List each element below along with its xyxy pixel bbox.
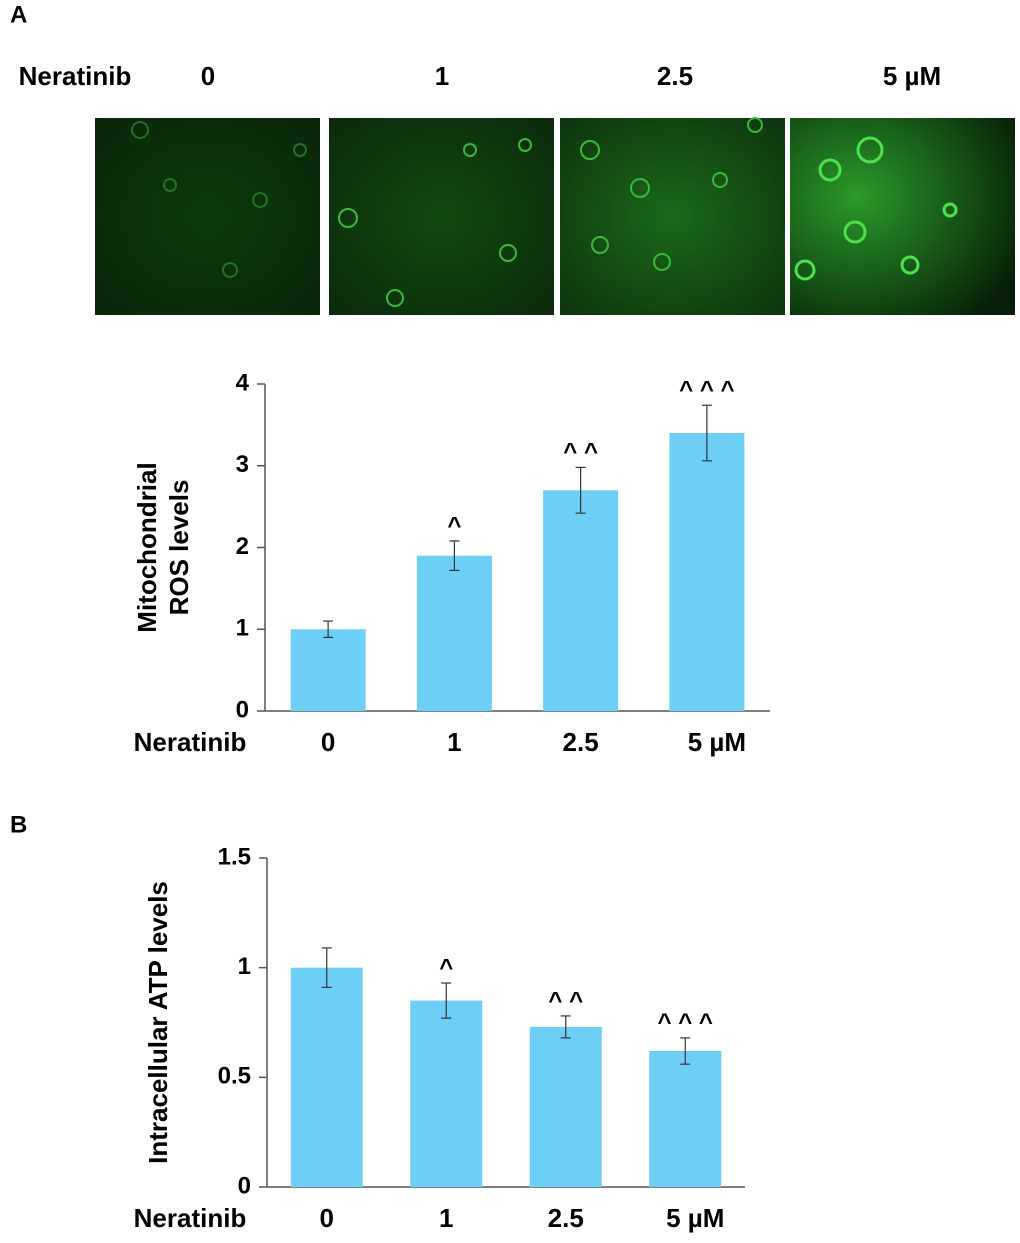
y-tick-label: 1.5 (218, 843, 251, 870)
column-label: 1 (435, 61, 449, 91)
error-bar (680, 1037, 691, 1065)
panel-label: B (10, 811, 27, 838)
bar (669, 433, 745, 711)
y-tick-label: 2 (236, 533, 249, 560)
x-tick-label: 5 µM (688, 727, 746, 757)
micrographs (95, 117, 1015, 315)
error-bar (701, 404, 712, 462)
micrograph (560, 118, 785, 315)
x-tick-label: 2.5 (563, 727, 599, 757)
column-label: 2.5 (657, 61, 693, 91)
x-tick-label: 0 (320, 1203, 334, 1233)
column-label: 0 (201, 61, 215, 91)
error-bar (575, 466, 586, 514)
significance-label: ^ ^ (563, 439, 598, 466)
error-bar (560, 1015, 571, 1039)
significance-label: ^ ^ (548, 987, 583, 1014)
x-axis-label: Neratinib (134, 1203, 247, 1233)
y-tick-label: 1 (238, 953, 251, 980)
y-tick-label: 0.5 (218, 1063, 251, 1090)
significance-label: ^ (447, 512, 461, 539)
significance-label: ^ (439, 954, 453, 981)
bar (649, 1051, 722, 1187)
y-axis-label: Mitochondrial (132, 462, 162, 632)
y-axis-label: ROS levels (164, 480, 194, 616)
y-tick-label: 0 (238, 1172, 251, 1199)
micrograph (95, 118, 320, 315)
panel-label: A (10, 1, 27, 28)
bar (529, 1026, 602, 1187)
error-bar (321, 947, 332, 989)
y-tick-label: 0 (236, 696, 249, 723)
cells (338, 117, 763, 307)
y-tick-label: 1 (236, 615, 249, 642)
x-axis-label: Neratinib (134, 727, 247, 757)
x-tick-label: 1 (439, 1203, 453, 1233)
x-tick-label: 0 (321, 727, 335, 757)
significance-label: ^ ^ ^ (658, 1009, 713, 1036)
x-tick-label: 1 (447, 727, 461, 757)
cells (794, 136, 958, 281)
micrograph (790, 118, 1015, 315)
y-axis-label: Intracellular ATP levels (143, 881, 173, 1164)
error-bar (323, 620, 334, 639)
significance-label: ^ ^ ^ (679, 377, 734, 404)
bar (410, 1000, 483, 1187)
bar (290, 629, 366, 711)
bar (416, 555, 492, 711)
column-label: 5 µM (883, 61, 941, 91)
y-tick-label: 3 (236, 451, 249, 478)
cells (131, 121, 307, 278)
error-bar (449, 540, 460, 571)
y-tick-label: 4 (236, 369, 250, 396)
micrograph (329, 118, 554, 315)
x-tick-label: 2.5 (548, 1203, 584, 1233)
x-tick-label: 5 µM (666, 1203, 724, 1233)
error-bar (441, 982, 452, 1019)
bar (290, 967, 363, 1187)
row-label: Neratinib (19, 61, 132, 91)
bar (543, 490, 619, 711)
